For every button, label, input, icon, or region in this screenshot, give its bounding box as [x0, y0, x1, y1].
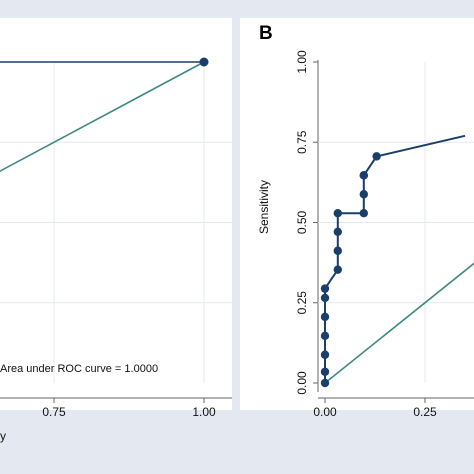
roc-point — [199, 57, 209, 67]
roc-point — [359, 171, 368, 180]
panel-b-roc-curve — [320, 134, 466, 388]
roc-point — [320, 350, 330, 359]
bottom-band — [0, 458, 474, 474]
x-tick-label: 0.25 — [413, 405, 437, 419]
panel-b-x-ticks: 0.00 0.25 — [313, 398, 437, 419]
reference-line — [0, 61, 205, 173]
roc-point — [333, 246, 342, 255]
y-tick-label: 0.75 — [295, 130, 309, 154]
roc-point — [320, 367, 330, 376]
roc-point — [372, 152, 381, 161]
roc-point — [320, 378, 330, 388]
roc-point — [359, 190, 368, 199]
panel-a-reference-line — [0, 61, 205, 173]
x-tick-label: 1.00 — [192, 405, 216, 419]
panel-a-annotation: Area under ROC curve = 1.0000 — [0, 363, 158, 375]
reference-line — [324, 262, 474, 384]
y-tick-label: 0.50 — [295, 210, 309, 234]
roc-point — [333, 227, 342, 237]
panel-a-gridlines — [0, 62, 232, 383]
y-tick-label: 1.00 — [295, 50, 309, 74]
roc-point — [320, 293, 330, 303]
roc-point — [320, 284, 330, 293]
x-tick-label: 0.00 — [313, 405, 337, 419]
panel-b-reference-line — [324, 262, 474, 384]
panel-b: 0.00 0.25 0.50 0.75 1.00 0.00 0.25 B Sensitiv… — [240, 18, 474, 419]
x-tick-label: 0.75 — [42, 405, 66, 419]
roc-line — [324, 134, 466, 383]
panel-b-y-axis-title: Sensitivity — [257, 180, 271, 234]
roc-point — [333, 265, 342, 274]
panel-b-y-ticks: 0.00 0.25 0.50 0.75 1.00 — [295, 50, 318, 395]
roc-point — [359, 208, 368, 218]
panel-b-letter: B — [259, 23, 273, 44]
panel-a-x-axis-title: y — [0, 429, 6, 443]
y-tick-label: 0.00 — [295, 371, 309, 395]
panel-a-plot-area — [0, 18, 232, 410]
panel-a-x-ticks: 0.75 1.00 — [42, 398, 216, 419]
panel-a: 0.75 1.00 Area under ROC curve = 1.0000 y — [0, 18, 232, 443]
y-tick-label: 0.25 — [295, 291, 309, 315]
panel-b-gridlines — [318, 62, 474, 383]
panel-a-roc-curve — [0, 57, 209, 67]
roc-point — [320, 312, 330, 322]
roc-point — [320, 331, 330, 341]
roc-point — [333, 208, 342, 218]
